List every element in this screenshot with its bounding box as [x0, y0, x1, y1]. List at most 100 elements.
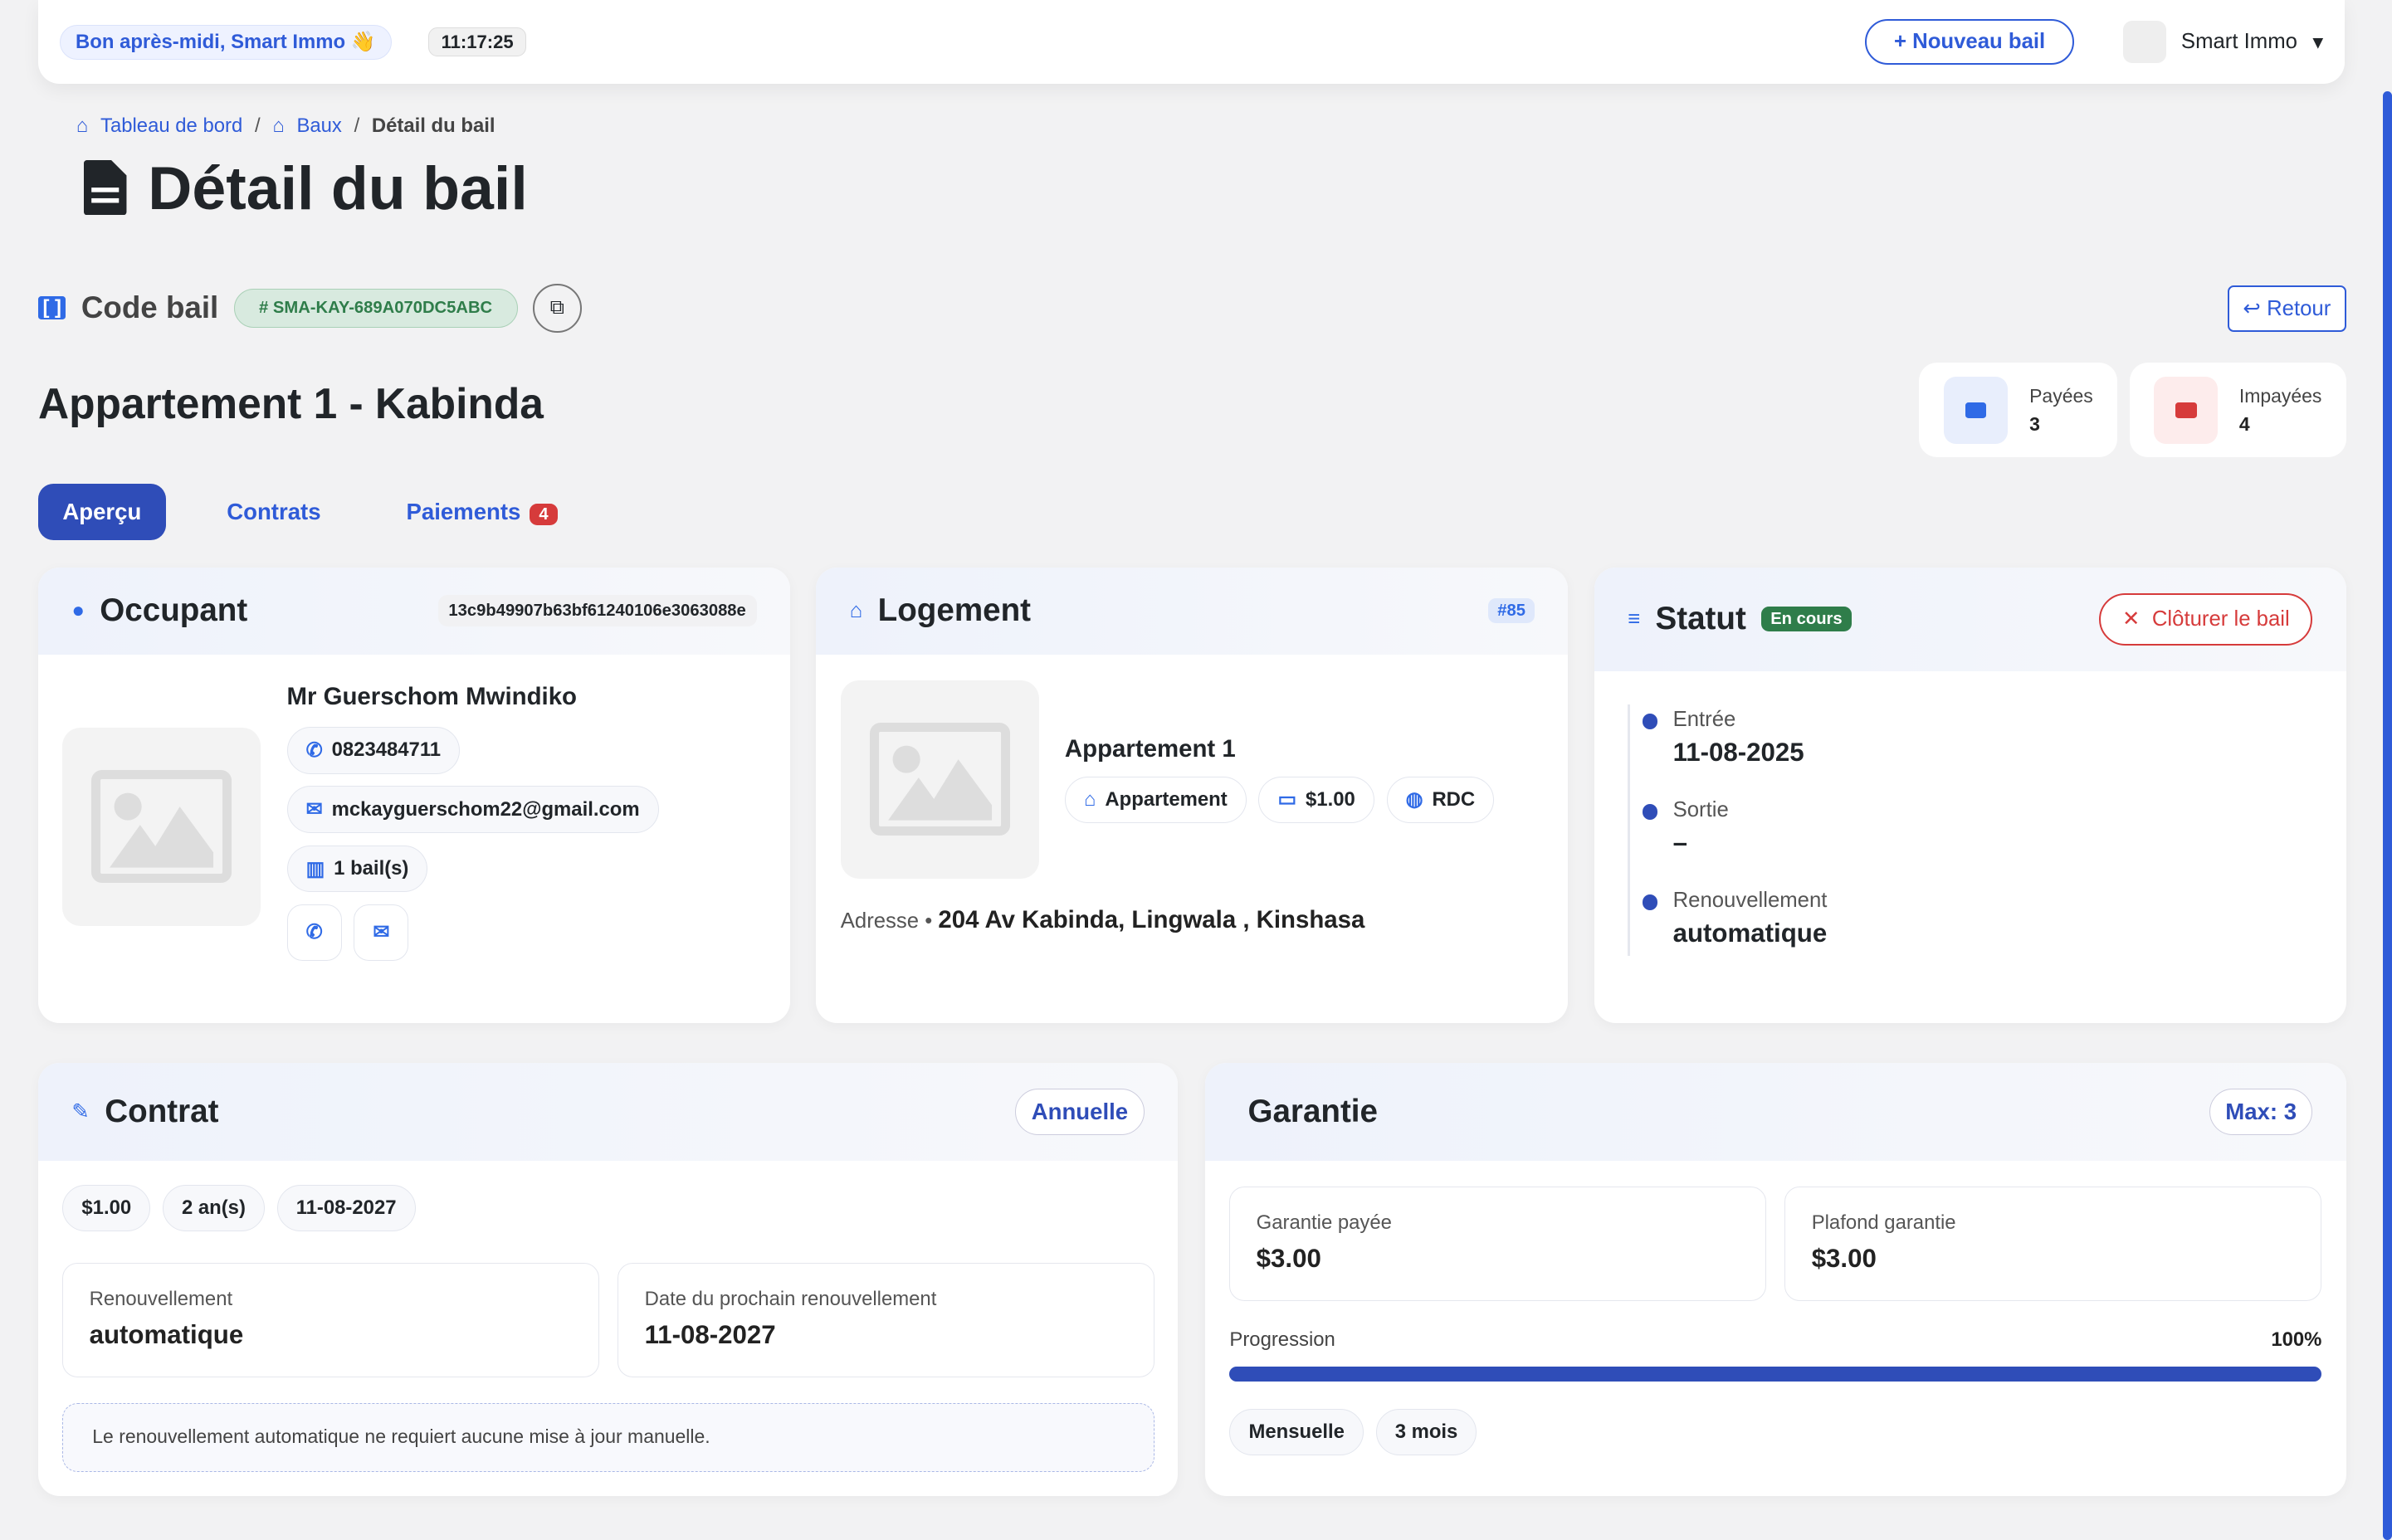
end-date-chip: 11-08-2027: [276, 1185, 416, 1231]
garantie-title: Garantie: [1247, 1093, 1378, 1129]
status-timeline: Entrée 11-08-2025 Sortie – Renouvellement a…: [1628, 704, 1827, 957]
user-menu[interactable]: Smart Immo ▾: [2123, 20, 2324, 64]
occupant-card: ● Occupant 13c9b49907b63bf61240106e3063088…: [37, 567, 791, 1024]
next-renewal-value: 11-08-2027: [644, 1320, 776, 1350]
logement-type: Appartement: [1105, 787, 1228, 811]
timeline-renewal: Renouvellement automatique: [1630, 889, 1827, 948]
deposit-cap-box: Plafond garantie $3.00: [1784, 1186, 2322, 1301]
back-button[interactable]: ↩ Retour: [2227, 285, 2346, 332]
deposit-cap-value: $3.00: [1811, 1244, 1877, 1274]
close-lease-button[interactable]: ✕ Clôturer le bail: [2099, 592, 2313, 646]
unpaid-stat: Impayées 4: [2129, 363, 2346, 458]
frequency-badge: Annuelle: [1015, 1088, 1145, 1135]
phone-icon: ✆: [305, 738, 323, 762]
occupant-name: Mr Guerschom Mwindiko: [286, 683, 577, 711]
code-label: Code bail: [81, 290, 219, 325]
renewal-value: automatique: [1672, 919, 1828, 948]
building-icon: ▥: [305, 857, 325, 880]
progress-bar: [1229, 1366, 2322, 1382]
unpaid-label: Impayées: [2238, 384, 2322, 407]
paid-label: Payées: [2029, 384, 2093, 407]
page-title-text: Détail du bail: [148, 153, 528, 222]
code-badge: # SMA-KAY-689A070DC5ABC: [233, 288, 518, 328]
next-renewal-box: Date du prochain renouvellement 11-08-202…: [618, 1262, 1155, 1377]
deposit-paid-label: Garantie payée: [1256, 1211, 1392, 1235]
call-button[interactable]: ✆: [286, 904, 342, 961]
months-chip: 3 mois: [1375, 1409, 1477, 1456]
user-name: Smart Immo: [2180, 30, 2297, 54]
lease-count: 1 bail(s): [334, 857, 409, 880]
unpaid-count: 4: [2238, 413, 2250, 436]
deposit-paid-value: $3.00: [1256, 1244, 1321, 1274]
scrollbar[interactable]: [2382, 91, 2392, 1540]
breadcrumb-current: Détail du bail: [371, 114, 495, 137]
tab-paiements[interactable]: Paiements 4: [382, 484, 582, 541]
statut-card: ≡ Statut En cours ✕ Clôturer le bail Entré…: [1594, 567, 2346, 1024]
leases-chip: ▥ 1 bail(s): [286, 845, 428, 893]
phone-chip: ✆ 0823484711: [286, 726, 461, 774]
deposit-cap-label: Plafond garantie: [1811, 1211, 1956, 1235]
floor-chip: ◍ RDC: [1386, 776, 1495, 824]
renewal-note: Le renouvellement automatique ne requier…: [62, 1402, 1155, 1472]
brackets-icon: [ ]: [37, 296, 66, 320]
address: Adresse • 204 Av Kabinda, Lingwala , Kin…: [841, 906, 1365, 934]
progress-label: Progression: [1229, 1328, 1335, 1351]
email-chip: ✉ mckayguerschom22@gmail.com: [286, 786, 659, 833]
address-label: Adresse •: [840, 909, 933, 933]
progress-fill: [1229, 1366, 2322, 1382]
clock: 11:17:25: [427, 27, 527, 57]
timeline-exit: Sortie –: [1630, 798, 1827, 858]
progress-value: 100%: [2271, 1328, 2322, 1351]
occupant-title: Occupant: [100, 592, 248, 629]
payments-count-badge: 4: [530, 504, 558, 525]
back-label: Retour: [2267, 296, 2331, 320]
exit-label: Sortie: [1672, 797, 1729, 821]
renewal-box: Renouvellement automatique: [62, 1262, 600, 1377]
exit-value: –: [1672, 828, 1687, 858]
lease-code: [ ] Code bail # SMA-KAY-689A070DC5ABC ⧉: [37, 283, 582, 333]
garantie-card: Garantie Max: 3 Garantie payée $3.00 Plafo…: [1205, 1063, 2346, 1497]
duration-chip: 2 an(s): [162, 1185, 265, 1231]
image-icon: [869, 723, 1010, 836]
renewal-label: Renouvellement: [89, 1288, 233, 1311]
close-lease-label: Clôturer le bail: [2151, 607, 2290, 631]
greeting-badge: Bon après-midi, Smart Immo 👋: [59, 24, 392, 60]
logement-id-badge: #85: [1488, 597, 1535, 624]
address-value: 204 Av Kabinda, Lingwala , Kinshasa: [938, 905, 1365, 933]
globe-icon: ◍: [1405, 788, 1423, 811]
deposit-paid-box: Garantie payée $3.00: [1229, 1186, 1767, 1301]
logement-name: Appartement 1: [1064, 734, 1236, 763]
status-icon: ≡: [1628, 607, 1641, 631]
logement-card: ⌂ Logement #85 Appartement 1 ⌂ Appartement …: [816, 567, 1569, 1024]
email: mckayguerschom22@gmail.com: [331, 797, 640, 821]
page-title: Détail du bail: [84, 153, 528, 223]
new-lease-button[interactable]: + Nouveau bail: [1864, 19, 2075, 66]
phone: 0823484711: [331, 738, 442, 762]
tab-paiements-label: Paiements: [406, 499, 521, 525]
tab-apercu[interactable]: Aperçu: [37, 483, 166, 541]
property-title: Appartement 1 - Kabinda: [37, 378, 544, 427]
timeline-entry: Entrée 11-08-2025: [1630, 708, 1827, 768]
new-lease-label: Nouveau bail: [1912, 30, 2046, 54]
home-icon: ⌂: [849, 598, 863, 622]
contrat-card: ✎ Contrat Annuelle $1.00 2 an(s) 11-08-202…: [37, 1063, 1178, 1497]
status-badge: En cours: [1761, 607, 1852, 632]
contract-icon: ✎: [71, 1099, 90, 1123]
amount-chip: $1.00: [62, 1185, 151, 1231]
tab-contrats[interactable]: Contrats: [227, 499, 321, 525]
tabs: Aperçu Contrats Paiements 4: [37, 483, 582, 541]
entry-value: 11-08-2025: [1672, 738, 1804, 768]
logement-floor: RDC: [1432, 787, 1476, 811]
paid-count: 3: [2029, 413, 2040, 436]
top-bar: Bon après-midi, Smart Immo 👋 11:17:25 + …: [37, 0, 2345, 85]
type-chip: ⌂ Appartement: [1064, 776, 1247, 824]
caret-down-icon: ▾: [2312, 30, 2324, 54]
copy-icon[interactable]: ⧉: [532, 283, 582, 333]
user-icon: ●: [71, 598, 85, 622]
breadcrumb-leases[interactable]: Baux: [296, 114, 342, 137]
email-button[interactable]: ✉: [354, 904, 409, 961]
logement-price: $1.00: [1306, 787, 1355, 811]
renewal-label: Renouvellement: [1672, 889, 1828, 912]
breadcrumb-dashboard[interactable]: Tableau de bord: [100, 114, 243, 137]
home-icon: ⌂: [76, 114, 89, 137]
